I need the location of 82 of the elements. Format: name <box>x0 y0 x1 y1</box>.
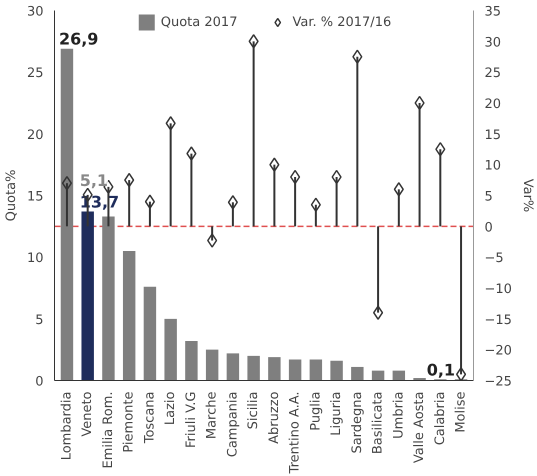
point <box>456 367 466 380</box>
y-tick-label: 20 <box>26 128 44 143</box>
bar <box>144 286 156 380</box>
x-tick-label: Campania <box>225 391 240 458</box>
point <box>373 305 384 320</box>
bar <box>102 216 115 380</box>
bar <box>164 318 177 380</box>
y-tick-label: 5 <box>35 312 44 328</box>
y2-axis-title: Var% <box>520 178 535 212</box>
x-tick-label: Umbria <box>391 391 406 439</box>
x-tick-label: Basilicata <box>370 392 386 454</box>
x-tick-label: Trentino A.A. <box>288 391 303 474</box>
point <box>394 182 404 197</box>
point <box>248 34 259 49</box>
point <box>62 176 72 190</box>
y-tick-label: 30 <box>26 4 44 20</box>
x-tick-label: Molise <box>454 391 469 433</box>
x-tick-label: Valle Aosta <box>412 391 428 464</box>
y2-tick-label: 0 <box>484 220 493 236</box>
data-label: 5,1 <box>80 170 108 190</box>
y-tick-label: 0 <box>35 374 44 390</box>
point <box>435 142 446 156</box>
bar <box>226 353 240 380</box>
bar <box>288 360 302 380</box>
bar <box>122 251 136 380</box>
x-tick-label: Emilia Rom. <box>100 391 116 469</box>
x-tick-label: Piemonte <box>122 391 137 453</box>
y2-tick-label: −25 <box>484 374 512 390</box>
y-tick-label: 25 <box>26 66 44 82</box>
bar <box>372 370 384 380</box>
point <box>144 194 155 209</box>
point <box>228 195 238 210</box>
y2-tick-label: 15 <box>484 128 502 143</box>
y2-tick-label: 30 <box>484 35 502 50</box>
y2-tick-label: 25 <box>484 66 502 82</box>
x-tick-label: Toscana <box>142 391 158 444</box>
bar <box>60 48 74 380</box>
x-tick-label: Puglia <box>308 391 324 431</box>
y2-tick-label: −15 <box>484 312 512 328</box>
x-tick-label: Abruzzo <box>266 391 282 444</box>
point <box>414 96 425 110</box>
y2-tick-label: 20 <box>484 97 502 112</box>
y2-tick-label: −5 <box>484 251 504 266</box>
bar <box>330 360 343 380</box>
x-tick-label: Sardegna <box>350 391 365 454</box>
point <box>207 233 218 248</box>
point <box>124 172 134 188</box>
x-tick-label: Sicilia <box>246 391 262 430</box>
bar <box>247 356 260 380</box>
data-label: 26,9 <box>58 30 98 49</box>
y2-tick-label: −10 <box>484 282 512 297</box>
bar <box>351 366 364 380</box>
x-tick-label: Lombardia <box>59 392 74 460</box>
point <box>332 170 342 184</box>
bar <box>81 212 94 380</box>
y2-tick-label: 5 <box>484 190 493 204</box>
bar <box>268 357 281 380</box>
bar <box>185 341 198 380</box>
point <box>166 116 176 131</box>
x-tick-label: Friuli V.G <box>184 391 199 448</box>
y-axis-title: Quota% <box>4 170 19 222</box>
y2-tick-label: 10 <box>484 158 502 174</box>
x-tick-label: Marche <box>204 391 220 440</box>
point <box>310 198 321 212</box>
x-tick-label: Veneto <box>80 391 96 437</box>
bar <box>310 360 322 380</box>
y-tick-label: 10 <box>26 251 44 266</box>
x-tick-label: Lazio <box>163 391 178 426</box>
bar <box>392 370 406 380</box>
y-tick-label: 15 <box>26 190 44 204</box>
legend-label: Var. % 2017/16 <box>292 14 392 30</box>
point <box>186 146 196 161</box>
y2-tick-label: −20 <box>484 344 512 359</box>
x-tick-label: Calabria <box>432 392 448 446</box>
bar <box>206 350 218 380</box>
data-label: 0,1 <box>426 360 456 380</box>
point <box>290 170 300 184</box>
y2-tick-label: 35 <box>484 4 502 20</box>
legend-label: Quota 2017 <box>160 14 238 30</box>
point <box>269 157 280 172</box>
point <box>352 50 362 64</box>
x-tick-label: Liguria <box>329 391 344 436</box>
